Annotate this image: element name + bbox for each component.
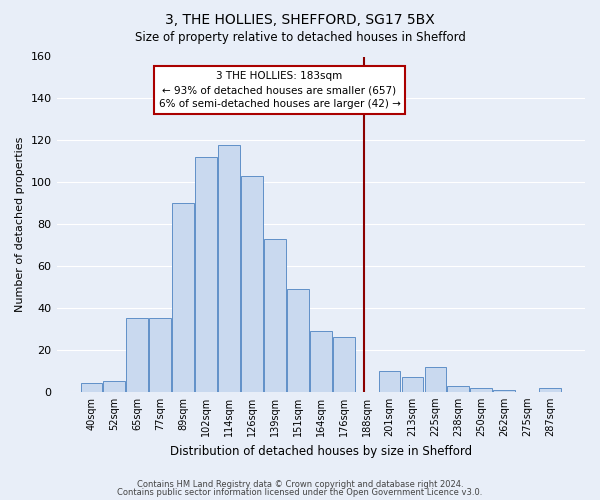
Bar: [333, 338, 355, 392]
Bar: [195, 157, 217, 392]
Bar: [264, 239, 286, 392]
Bar: [127, 318, 148, 392]
Bar: [149, 318, 171, 392]
Bar: [241, 176, 263, 392]
Bar: [218, 144, 240, 392]
Bar: [539, 388, 561, 392]
Bar: [401, 377, 424, 392]
Bar: [448, 386, 469, 392]
Bar: [470, 388, 492, 392]
Y-axis label: Number of detached properties: Number of detached properties: [15, 136, 25, 312]
Text: Size of property relative to detached houses in Shefford: Size of property relative to detached ho…: [134, 31, 466, 44]
Bar: [379, 371, 400, 392]
Bar: [425, 366, 446, 392]
Text: 3, THE HOLLIES, SHEFFORD, SG17 5BX: 3, THE HOLLIES, SHEFFORD, SG17 5BX: [165, 12, 435, 26]
Bar: [287, 289, 309, 392]
Bar: [172, 203, 194, 392]
Bar: [103, 382, 125, 392]
Text: Contains public sector information licensed under the Open Government Licence v3: Contains public sector information licen…: [118, 488, 482, 497]
X-axis label: Distribution of detached houses by size in Shefford: Distribution of detached houses by size …: [170, 444, 472, 458]
Bar: [310, 331, 332, 392]
Text: 3 THE HOLLIES: 183sqm
← 93% of detached houses are smaller (657)
6% of semi-deta: 3 THE HOLLIES: 183sqm ← 93% of detached …: [158, 71, 400, 109]
Bar: [493, 390, 515, 392]
Text: Contains HM Land Registry data © Crown copyright and database right 2024.: Contains HM Land Registry data © Crown c…: [137, 480, 463, 489]
Bar: [80, 384, 103, 392]
